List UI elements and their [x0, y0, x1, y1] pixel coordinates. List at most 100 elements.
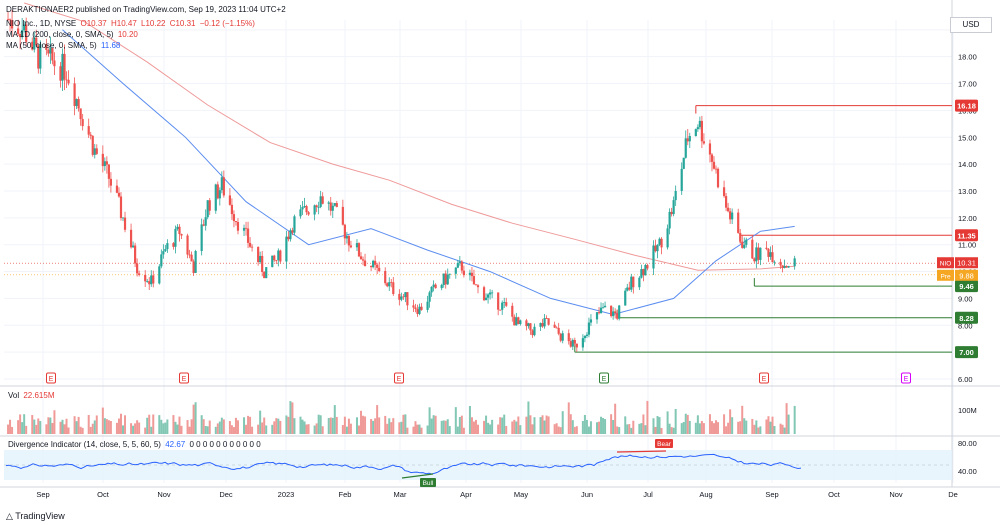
change-value: −0.12 (−1.15%): [199, 19, 255, 28]
volume-bar: [79, 426, 82, 434]
volume-bar: [710, 421, 713, 434]
volume-bar: [614, 403, 617, 434]
currency-button[interactable]: USD: [950, 17, 992, 33]
volume-value: 22.615M: [23, 391, 55, 400]
candle-body: [359, 256, 363, 260]
ma200-legend[interactable]: MA 1D (200, close, 0, SMA, 5) 10.20: [6, 30, 140, 39]
volume-bar: [759, 426, 762, 434]
volume-bar: [287, 416, 290, 434]
candle-body: [614, 311, 617, 314]
volume-bar: [505, 425, 508, 434]
candle-body: [793, 258, 796, 267]
price-tag: [955, 257, 978, 269]
candle-body: [420, 306, 423, 310]
volume-bar: [543, 420, 546, 434]
volume-bar: [454, 407, 457, 434]
candle-body: [250, 246, 254, 248]
symbol-tag-label: NIO: [940, 261, 952, 268]
volume-bar: [779, 423, 782, 434]
candle-body: [468, 272, 472, 276]
volume-bar: [19, 414, 22, 434]
candle-body: [95, 148, 98, 154]
volume-bar: [303, 421, 306, 434]
volume-bar: [644, 425, 647, 434]
volume-bar: [122, 425, 125, 434]
candle-body: [618, 305, 621, 319]
volume-label: Vol: [8, 391, 20, 400]
volume-bar: [753, 424, 756, 434]
candle-body: [737, 212, 740, 233]
candle-body: [378, 267, 381, 272]
volume-legend[interactable]: Vol 22.615M: [8, 391, 57, 400]
candle-body: [188, 254, 191, 256]
volume-bar: [271, 424, 274, 434]
candle-body: [583, 336, 587, 339]
candle-body: [694, 129, 697, 137]
x-tick-label: Mar: [394, 490, 407, 499]
candle-body: [543, 318, 546, 327]
candle-body: [531, 330, 534, 336]
candle-body: [87, 126, 90, 135]
volume-bar: [561, 411, 564, 434]
volume-bar: [146, 417, 149, 434]
volume-bar: [362, 415, 365, 434]
volume-bar: [402, 414, 405, 434]
candle-body: [121, 217, 125, 219]
volume-bar: [136, 420, 139, 434]
tv-mark-icon: △: [6, 511, 13, 521]
candle-body: [513, 316, 516, 326]
volume-bar: [279, 420, 282, 434]
volume-bar: [317, 414, 320, 434]
volume-bar: [59, 421, 62, 434]
candle-body: [372, 260, 375, 268]
volume-bar: [483, 420, 486, 434]
x-tick-label: De: [948, 490, 958, 499]
volume-bar: [299, 416, 302, 434]
volume-bar: [743, 418, 746, 434]
volume-bar: [717, 422, 720, 434]
volume-bar: [321, 426, 324, 434]
candle-body: [771, 252, 774, 263]
ma200-value: 10.20: [117, 30, 138, 39]
volume-bar: [515, 421, 518, 434]
candle-body: [503, 302, 506, 303]
candle-body: [414, 307, 417, 310]
ma50-legend[interactable]: MA (50, close, 0, SMA, 5) 11.68: [6, 41, 122, 50]
candle-body: [347, 236, 351, 246]
x-tick-label: Oct: [97, 490, 110, 499]
volume-bar: [585, 419, 588, 434]
volume-bar: [600, 416, 603, 434]
y-tick-label: 13.00: [958, 187, 977, 196]
candle-body: [148, 281, 151, 285]
candle-body: [739, 232, 742, 242]
candle-body: [228, 195, 232, 205]
tradingview-logo[interactable]: △ TradingView: [6, 511, 65, 522]
volume-bar: [751, 418, 754, 434]
volume-bar: [485, 415, 488, 434]
indicator-legend[interactable]: Divergence Indicator (14, close, 5, 5, 6…: [8, 440, 263, 449]
x-tick-label: Feb: [339, 490, 352, 499]
volume-bar: [37, 418, 40, 434]
candle-body: [553, 324, 556, 328]
candle-body: [434, 284, 437, 289]
volume-bar: [243, 417, 246, 434]
candle-body: [561, 333, 564, 341]
x-tick-label: Nov: [157, 490, 171, 499]
volume-bar: [412, 426, 415, 434]
volume-bar: [39, 421, 42, 434]
candle-body: [426, 301, 429, 310]
x-tick-label: May: [514, 490, 528, 499]
volume-bar: [364, 416, 367, 434]
volume-bar: [426, 425, 429, 434]
candle-body: [119, 196, 123, 218]
candle-body: [482, 287, 486, 301]
logo-text: TradingView: [15, 511, 65, 521]
candle-body: [751, 239, 754, 259]
volume-bar: [698, 423, 701, 434]
y-tick-label: 15.00: [958, 133, 977, 142]
candle-body: [573, 339, 576, 344]
candle-body: [10, 20, 14, 29]
candle-body: [242, 227, 246, 231]
volume-bar: [301, 419, 304, 434]
